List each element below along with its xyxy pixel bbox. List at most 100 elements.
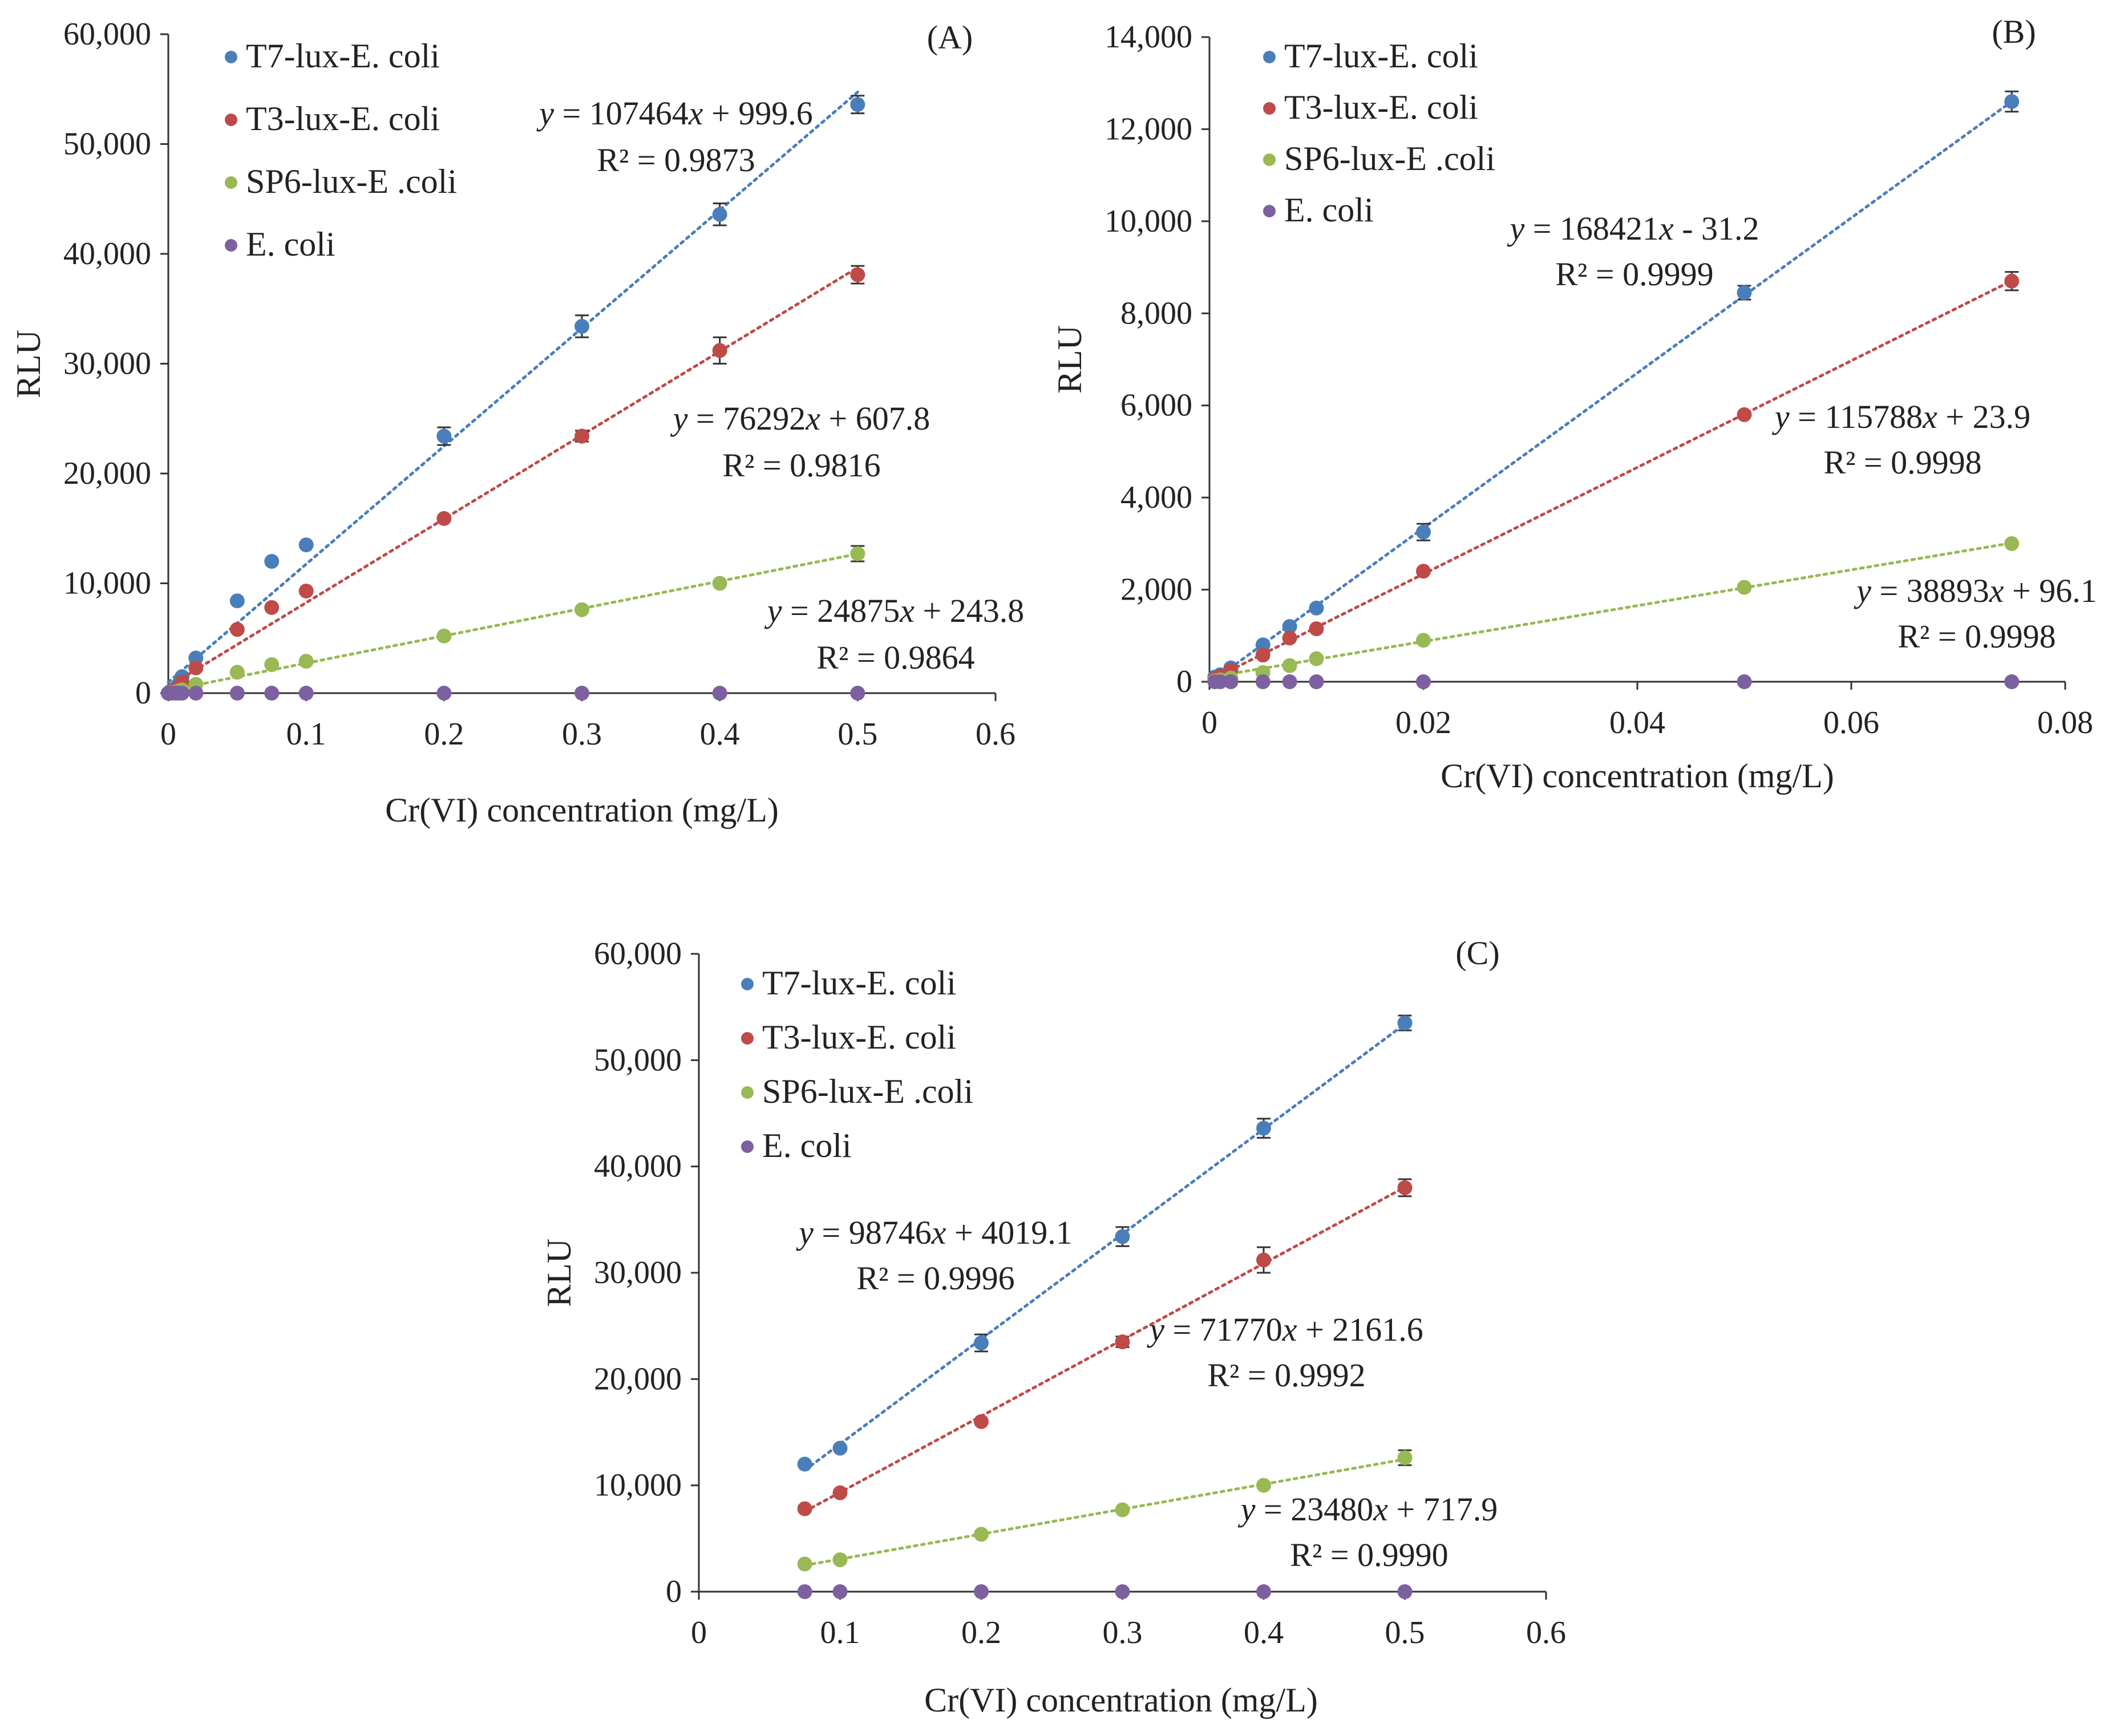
y-tick-label: 10,000 — [594, 1468, 682, 1503]
data-point — [1282, 674, 1297, 689]
data-point — [832, 1440, 848, 1456]
legend-marker — [1263, 102, 1276, 115]
x-tick-label: 0.3 — [1103, 1615, 1143, 1650]
trendline-equation: y = 107464x + 999.6 — [536, 95, 812, 132]
y-tick-label: 0 — [1176, 664, 1192, 699]
data-point — [1212, 674, 1228, 689]
y-tick-label: 20,000 — [63, 456, 151, 491]
data-point — [974, 1414, 989, 1429]
data-point — [1115, 1502, 1130, 1518]
data-point — [1397, 1015, 1413, 1031]
data-point — [574, 319, 589, 334]
x-tick-label: 0.6 — [1526, 1615, 1566, 1650]
y-tick-label: 0 — [135, 675, 151, 711]
x-tick-label: 0.4 — [1244, 1615, 1284, 1650]
y-tick-label: 12,000 — [1104, 111, 1192, 147]
legend-label: SP6-lux-E .coli — [762, 1073, 973, 1110]
legend-label: T7-lux-E. coli — [246, 37, 440, 75]
data-point — [188, 660, 204, 675]
data-point — [1416, 674, 1431, 689]
data-point — [1397, 1180, 1413, 1195]
y-tick-label: 20,000 — [594, 1361, 682, 1397]
data-point — [229, 622, 245, 637]
legend-marker — [741, 978, 754, 990]
data-point — [229, 686, 245, 701]
series-3 — [161, 686, 865, 701]
data-point — [1737, 580, 1752, 595]
panel-label: (C) — [1455, 934, 1499, 972]
r-squared-label: R² = 0.9996 — [856, 1260, 1014, 1297]
data-point — [175, 686, 190, 701]
data-point — [298, 583, 314, 598]
data-point — [1256, 1584, 1271, 1599]
series-3 — [797, 1584, 1413, 1599]
x-tick-label: 0.04 — [1609, 705, 1665, 740]
legend-label: T3-lux-E. coli — [762, 1018, 956, 1056]
trendline-equation: y = 98746x + 4019.1 — [796, 1214, 1072, 1251]
y-tick-label: 0 — [666, 1574, 682, 1609]
data-point — [436, 628, 452, 644]
data-point — [1223, 674, 1239, 689]
data-point — [298, 654, 314, 669]
y-tick-label: 2,000 — [1120, 572, 1192, 608]
y-tick-label: 10,000 — [1104, 204, 1192, 239]
data-point — [797, 1556, 812, 1572]
trendline-equation: y = 76292x + 607.8 — [670, 400, 930, 437]
x-axis-title: Cr(VI) concentration (mg/L) — [385, 791, 779, 829]
x-tick-label: 0.1 — [820, 1615, 860, 1650]
r-squared-label: R² = 0.9816 — [722, 447, 880, 484]
data-point — [1397, 1584, 1413, 1599]
trendline-equation: y = 23480x + 717.9 — [1238, 1491, 1498, 1528]
series-3 — [1207, 674, 2020, 689]
trendline — [167, 266, 859, 688]
data-point — [2004, 536, 2020, 551]
x-tick-label: 0 — [691, 1615, 707, 1650]
data-point — [1416, 564, 1431, 579]
series-2 — [797, 1449, 1413, 1572]
data-point — [264, 657, 280, 672]
x-tick-label: 0.1 — [286, 717, 326, 752]
legend-marker — [1263, 51, 1276, 63]
legend-label: E. coli — [1284, 191, 1374, 229]
y-tick-label: 30,000 — [63, 346, 151, 382]
data-point — [712, 343, 727, 358]
data-point — [1309, 674, 1324, 689]
y-axis-title: RLU — [540, 1239, 578, 1307]
x-axis-title: Cr(VI) concentration (mg/L) — [1441, 757, 1834, 795]
y-tick-label: 50,000 — [594, 1042, 682, 1078]
y-tick-label: 60,000 — [63, 17, 151, 52]
data-point — [1282, 619, 1297, 634]
data-point — [1282, 630, 1297, 646]
x-tick-label: 0.5 — [1385, 1615, 1425, 1650]
panel-label: (A) — [927, 19, 973, 56]
data-point — [1416, 633, 1431, 648]
data-point — [574, 602, 589, 617]
r-squared-label: R² = 0.9873 — [597, 141, 755, 179]
data-point — [1256, 1120, 1271, 1136]
data-point — [188, 686, 204, 701]
trendline — [803, 1185, 1406, 1513]
x-tick-label: 0.02 — [1395, 705, 1451, 740]
r-squared-label: R² = 0.9992 — [1207, 1357, 1365, 1394]
x-tick-label: 0.2 — [424, 717, 464, 752]
data-point — [1309, 600, 1324, 616]
data-point — [712, 686, 727, 701]
y-tick-label: 4,000 — [1120, 480, 1192, 515]
data-point — [1737, 674, 1752, 689]
y-tick-label: 14,000 — [1104, 19, 1192, 55]
x-tick-label: 0.5 — [837, 717, 877, 752]
data-point — [974, 1335, 989, 1350]
r-squared-label: R² = 0.9998 — [1897, 618, 2056, 655]
trendline-equation: y = 71770x + 2161.6 — [1147, 1311, 1423, 1348]
trendline-equation: y = 115788x + 23.9 — [1772, 398, 2030, 435]
x-tick-label: 0.08 — [2037, 705, 2093, 740]
y-tick-label: 50,000 — [63, 127, 151, 162]
legend-label: E. coli — [246, 225, 335, 263]
data-point — [436, 511, 452, 526]
data-point — [1115, 1229, 1130, 1244]
legend-label: T3-lux-E. coli — [1284, 88, 1478, 126]
x-tick-label: 0.06 — [1823, 705, 1879, 740]
data-point — [850, 546, 865, 561]
data-point — [2004, 273, 2020, 289]
